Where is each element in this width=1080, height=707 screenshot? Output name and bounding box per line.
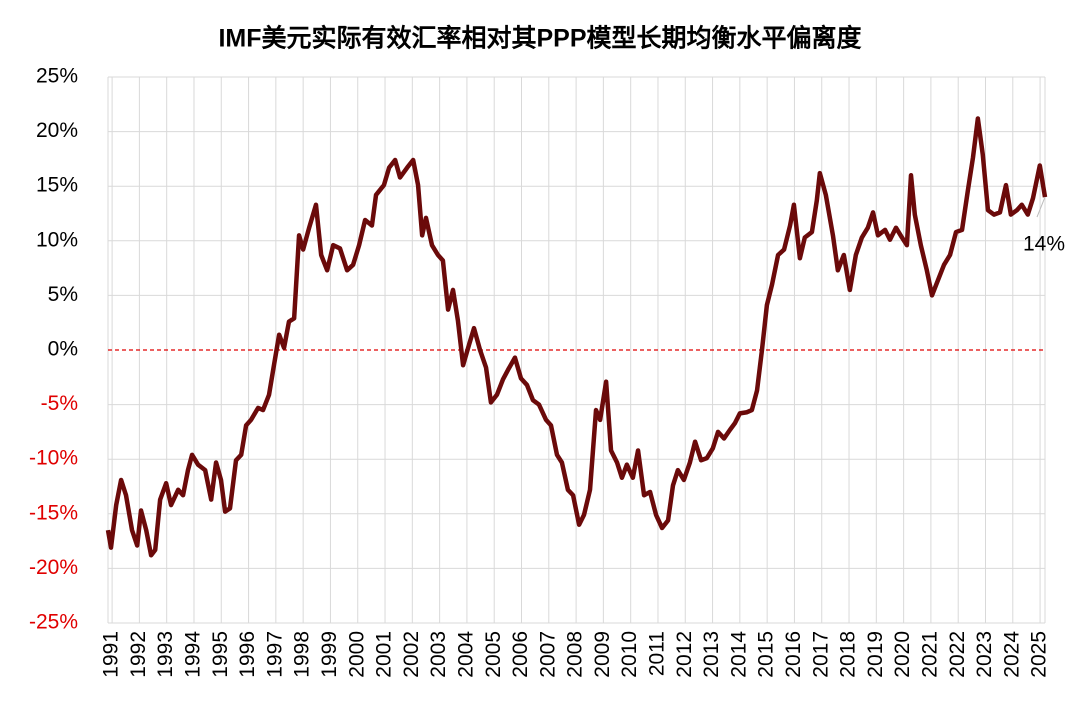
y-tick-label: -20%	[29, 556, 78, 579]
x-tick-label: 2002	[400, 631, 423, 678]
x-tick-label: 1992	[127, 631, 150, 678]
x-tick-label: 2000	[345, 631, 368, 678]
x-tick-label: 2009	[591, 631, 614, 678]
x-tick-label: 2025	[1028, 631, 1051, 678]
x-tick-label: 1999	[318, 631, 341, 678]
x-tick-label: 2008	[564, 631, 587, 678]
x-tick-label: 2020	[891, 631, 914, 678]
x-tick-label: 2015	[755, 631, 778, 678]
x-tick-label: 2019	[864, 631, 887, 678]
x-tick-label: 2007	[536, 631, 559, 678]
y-tick-label: 0%	[48, 338, 78, 361]
x-tick-label: 2024	[1000, 631, 1023, 678]
y-tick-label: -25%	[29, 611, 78, 634]
x-tick-label: 1996	[236, 631, 259, 678]
x-tick-label: 2016	[782, 631, 805, 678]
y-tick-label: 5%	[48, 283, 78, 306]
y-tick-label: 25%	[36, 65, 78, 88]
x-tick-label: 2004	[454, 631, 477, 678]
x-tick-label: 2018	[837, 631, 860, 678]
x-tick-label: 2006	[509, 631, 532, 678]
x-tick-label: 2012	[673, 631, 696, 678]
annotation-leader	[1036, 196, 1046, 218]
y-tick-label: -15%	[29, 501, 78, 524]
x-tick-label: 2003	[427, 631, 450, 678]
x-tick-label: 2017	[809, 631, 832, 678]
x-tick-label: 2014	[727, 631, 750, 678]
y-tick-label: -5%	[41, 392, 78, 415]
x-tick-label: 2011	[646, 631, 669, 676]
annotation: 14%	[1023, 233, 1065, 256]
x-tick-label: 1991	[100, 631, 123, 678]
x-tick-label: 1997	[263, 631, 286, 678]
y-tick-label: -10%	[29, 447, 78, 470]
x-tick-label: 2001	[373, 631, 396, 678]
x-tick-label: 1995	[209, 631, 232, 678]
x-tick-label: 2023	[973, 631, 996, 678]
x-tick-label: 1994	[182, 631, 205, 678]
x-tick-label: 2022	[946, 631, 969, 678]
x-tick-label: 1998	[291, 631, 314, 678]
chart-title: IMF美元实际有效汇率相对其PPP模型长期均衡水平偏离度	[218, 24, 861, 53]
x-tick-label: 1993	[154, 631, 177, 678]
x-tick-label: 2013	[700, 631, 723, 678]
x-tick-label: 2010	[618, 631, 641, 678]
y-tick-label: 15%	[36, 174, 78, 197]
x-tick-label: 2021	[918, 631, 941, 678]
y-tick-label: 20%	[36, 119, 78, 142]
data-line	[105, 116, 1048, 558]
y-tick-label: 10%	[36, 228, 78, 251]
x-tick-label: 2005	[482, 631, 505, 678]
